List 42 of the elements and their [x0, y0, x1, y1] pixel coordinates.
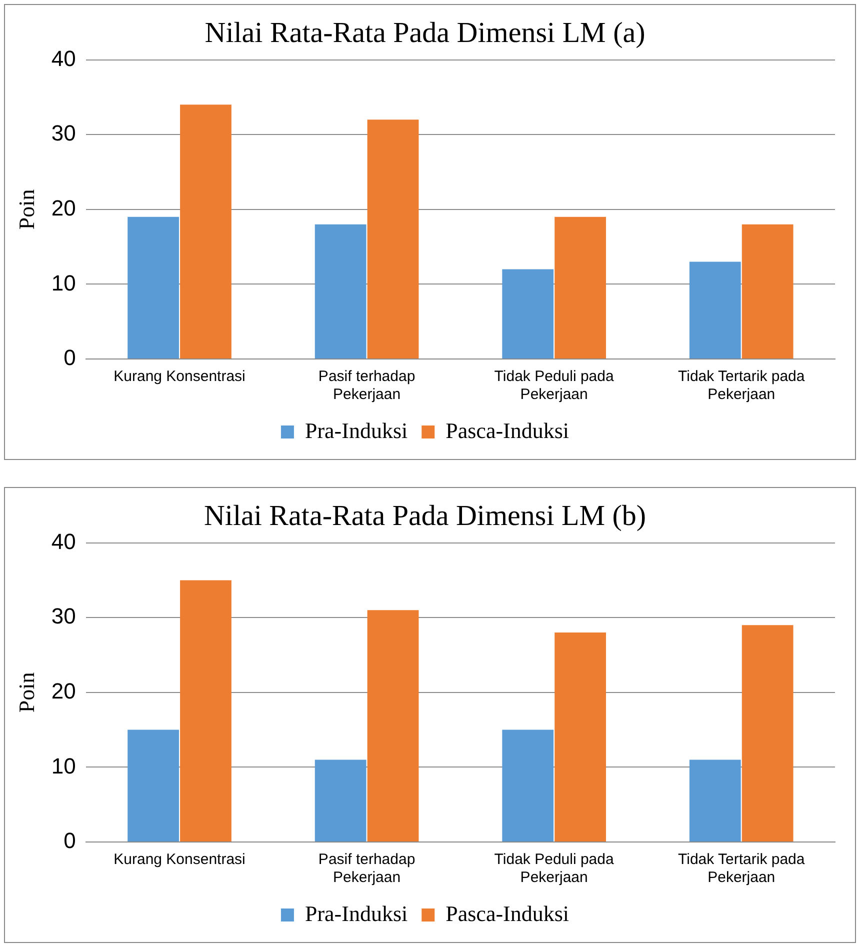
bar [502, 269, 554, 358]
y-tick-label: 40 [51, 528, 76, 554]
bar [180, 104, 232, 358]
bar [180, 580, 232, 842]
y-axis-title: Poin [14, 189, 39, 230]
bar [554, 632, 606, 842]
y-tick-label: 20 [51, 195, 76, 220]
x-tick-label: Tidak Tertarik pada Pekerjaan [678, 851, 806, 886]
y-tick-label: 0 [64, 828, 76, 854]
y-tick-label: 30 [51, 120, 76, 146]
x-tick-label: Kurang Konsentrasi [114, 368, 246, 386]
bar [128, 216, 179, 358]
x-tick-label: Tidak Tertarik pada Pekerjaan [678, 368, 806, 404]
y-tick-label: 30 [51, 604, 76, 629]
x-tick-label: Pasif terhadap Pekerjaan [318, 851, 416, 886]
y-tick-label: 10 [51, 753, 76, 778]
legend-label: Pasca-Induksi [446, 418, 570, 443]
bar [367, 120, 419, 358]
bar [502, 730, 554, 842]
bar [689, 262, 741, 358]
x-tick-label: Pasif terhadap Pekerjaan [318, 368, 416, 404]
x-tick-label: Kurang Konsentrasi [114, 851, 246, 868]
chart-title: Nilai Rata-Rata Pada Dimensi LM (a) [204, 17, 646, 50]
bar [742, 224, 794, 358]
x-tick-label: Tidak Peduli pada Pekerjaan [494, 851, 614, 886]
y-tick-label: 40 [51, 46, 76, 71]
bar [367, 610, 419, 842]
bar [128, 730, 179, 842]
y-axis-title: Poin [14, 672, 39, 713]
bar [554, 216, 606, 358]
y-tick-label: 0 [64, 345, 76, 370]
legend-label: Pra-Induksi [304, 418, 408, 443]
bar [314, 760, 366, 842]
chart-title: Nilai Rata-Rata Pada Dimensi LM (b) [204, 500, 646, 532]
bar [689, 760, 741, 842]
x-tick-label: Tidak Peduli pada Pekerjaan [494, 368, 614, 404]
y-tick-label: 10 [51, 270, 76, 296]
bar [314, 224, 366, 358]
legend-label: Pasca-Induksi [446, 900, 570, 926]
y-tick-label: 20 [51, 678, 76, 704]
bar [742, 625, 794, 842]
legend-label: Pra-Induksi [304, 900, 408, 926]
